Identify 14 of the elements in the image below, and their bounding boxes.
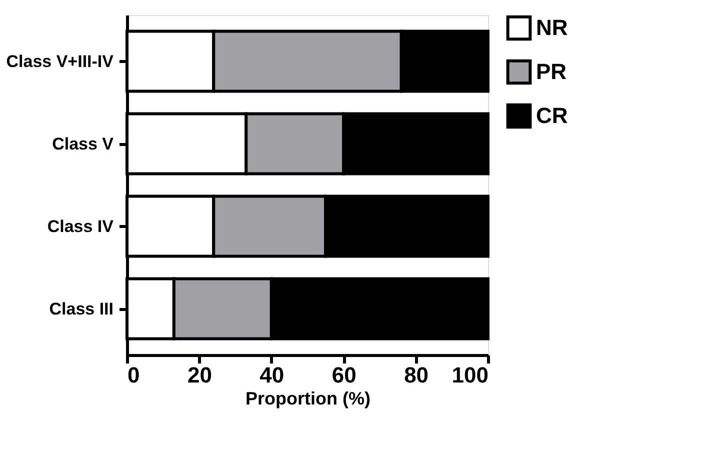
x-tick-label: 20 [187, 362, 212, 388]
x-axis-title: Proportion (%) [246, 388, 370, 408]
y-tick-label: Class V [52, 134, 114, 154]
legend-label: NR [536, 15, 568, 40]
legend-label: PR [536, 59, 567, 84]
x-tick-label: 60 [332, 362, 356, 388]
y-tick-label: Class V+III-IV [6, 52, 114, 71]
y-tick-label: Class IV [47, 216, 114, 236]
x-tick-label: 100 [452, 362, 488, 388]
x-tick-label: 80 [404, 362, 429, 388]
legend-label: CR [536, 103, 568, 128]
y-tick-label: Class III [49, 299, 114, 318]
x-tick-label: 40 [260, 362, 284, 388]
x-tick-label: 0 [128, 362, 140, 388]
